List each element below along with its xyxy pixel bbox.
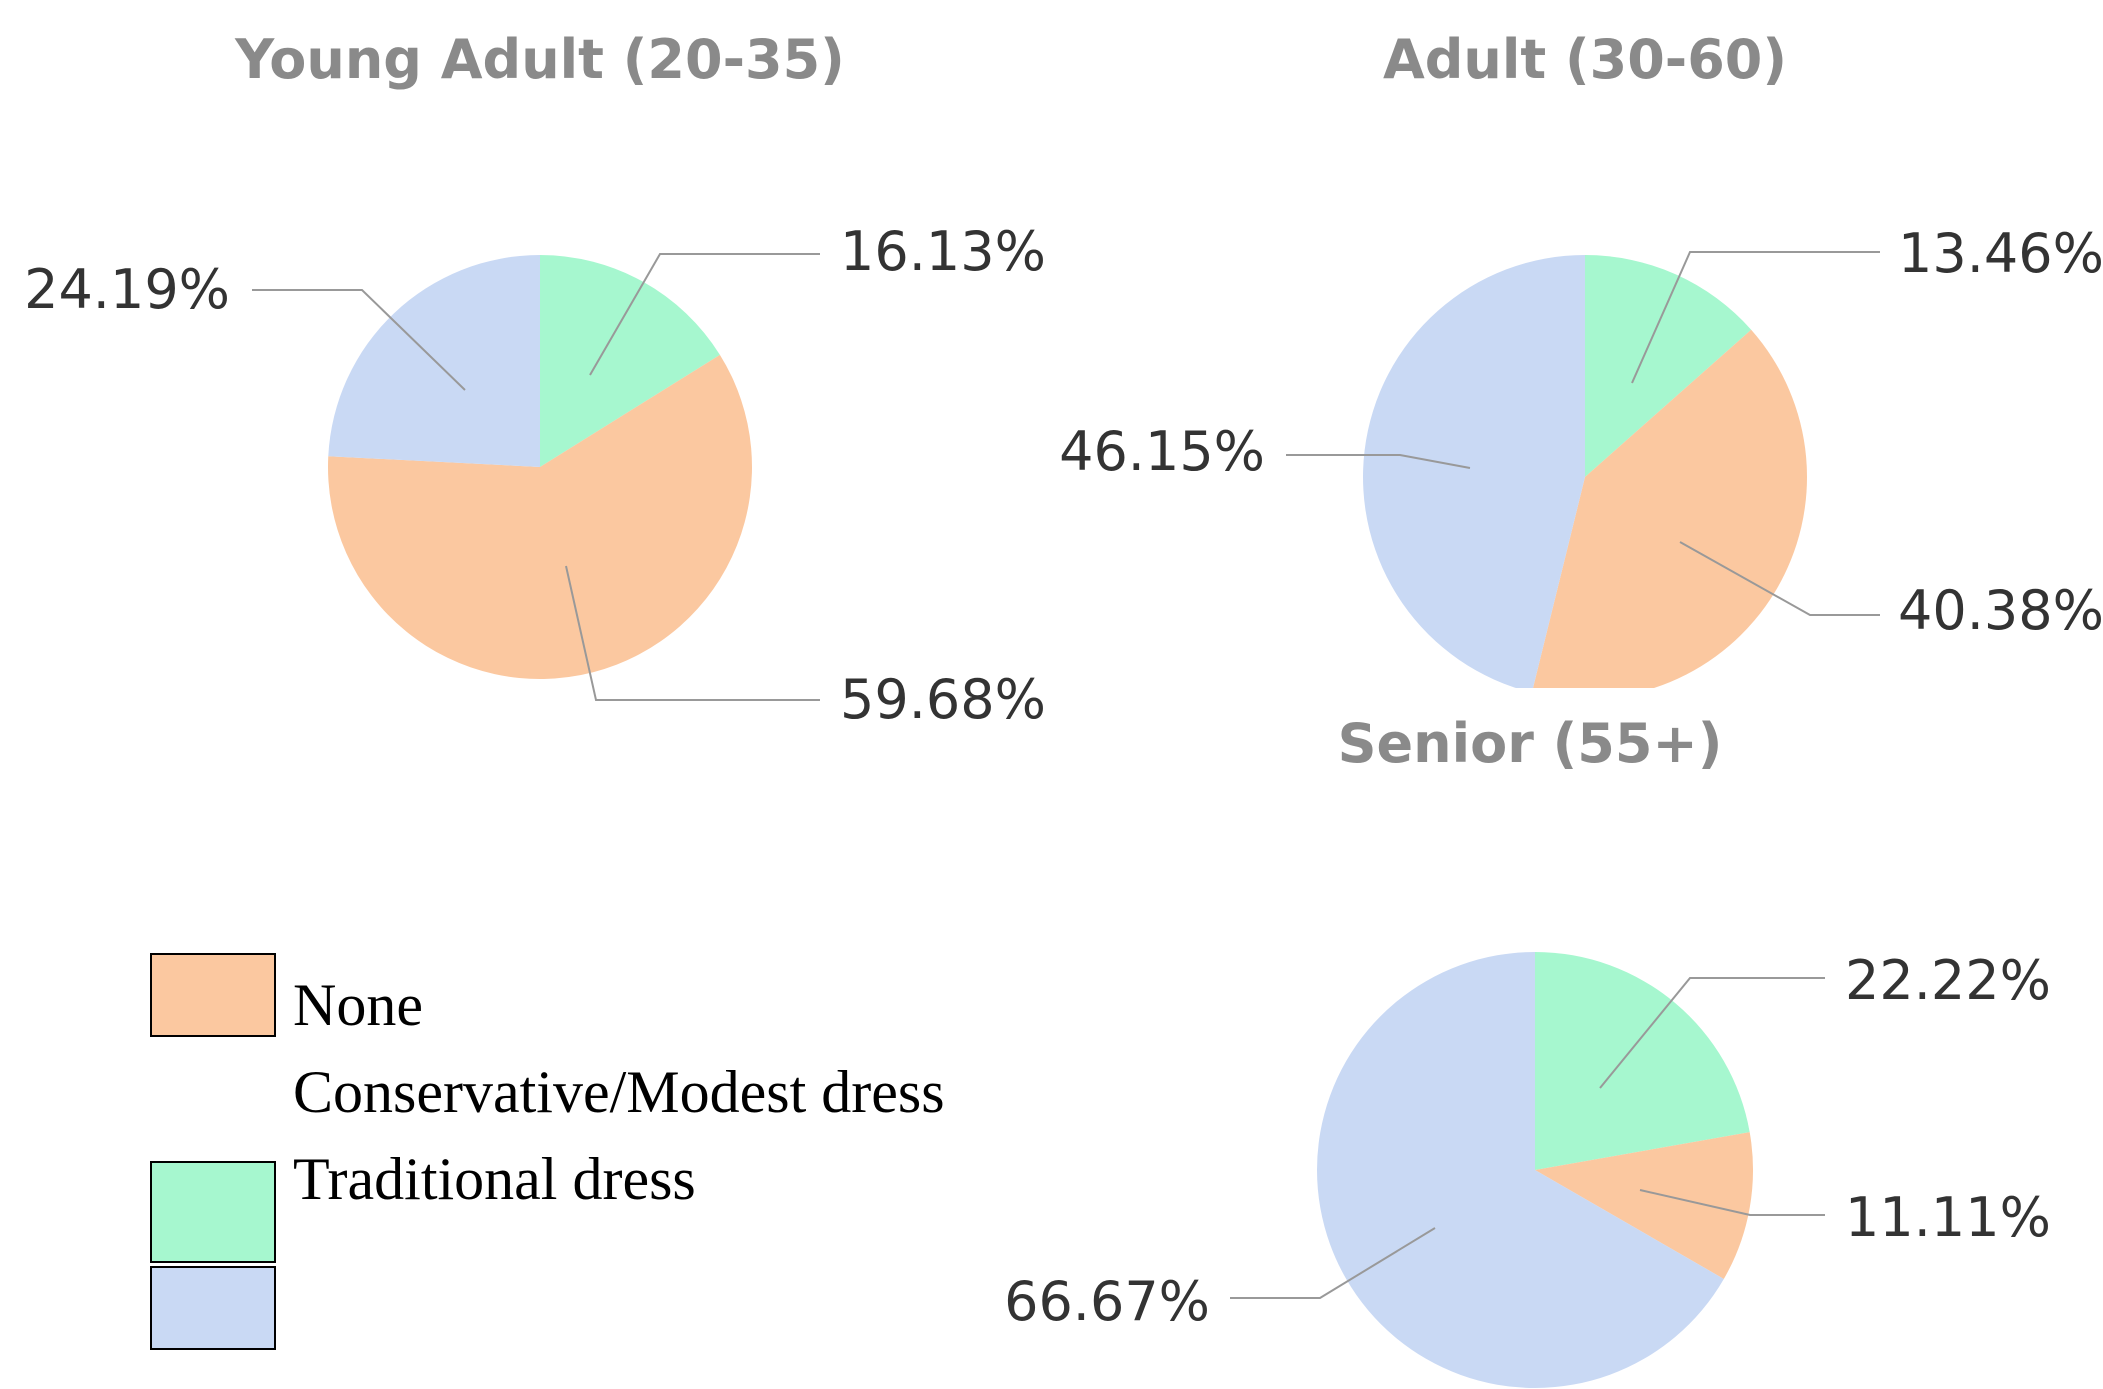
pie-slice-traditional-dress: [540, 255, 720, 467]
slice-percentage-label: 11.11%: [1845, 1186, 2051, 1249]
pie-slice-conservative-modest-dress: [1363, 255, 1585, 688]
leader-line: [252, 289, 466, 391]
legend-swatch-3: [150, 1266, 276, 1350]
pie-chart-1: 16.13% 59.68% 24.19% Young Adult (20-35): [24, 28, 1046, 731]
pie-slice-none: [327, 354, 752, 679]
legend-label-1: None: [293, 972, 423, 1038]
pie-slices: [327, 254, 752, 679]
leader-line: [1639, 1189, 1825, 1216]
slice-percentage-label: 46.15%: [1059, 420, 1265, 483]
pie-slice-traditional-dress: [1585, 255, 1752, 477]
pie-slice-traditional-dress: [1535, 952, 1750, 1170]
leader-line: [565, 565, 820, 701]
pies-layer: 16.13% 59.68% 24.19% Young Adult (20-35) 13.…: [24, 28, 2103, 1388]
slice-percentage-label: 16.13%: [840, 220, 1046, 283]
legend-label-2: Conservative/Modest dress: [293, 1059, 945, 1125]
pie-slice-conservative-modest-dress: [1317, 952, 1724, 1388]
leader-line: [1631, 251, 1880, 384]
slice-percentage-label: 22.22%: [1845, 949, 2051, 1012]
pie-slices: [1317, 952, 1753, 1388]
leader-line: [1679, 541, 1880, 616]
pie-slices: [1363, 255, 1808, 688]
pie-chart-3: 22.22% 11.11% 66.67% Senior (55+): [1004, 712, 2051, 1388]
slice-percentage-label: 66.67%: [1004, 1270, 1210, 1333]
leader-line: [589, 253, 820, 376]
pie-chart-2: 13.46% 40.38% 46.15% Adult (30-60): [1059, 28, 2103, 688]
chart-title: Adult (30-60): [1383, 28, 1787, 91]
legend-swatch-1: [150, 953, 276, 1037]
slice-percentage-label: 59.68%: [840, 668, 1046, 731]
chart-title: Young Adult (20-35): [234, 28, 845, 91]
leader-line: [1599, 977, 1825, 1089]
leader-line: [1286, 454, 1471, 469]
legend-label-3: Traditional dress: [293, 1146, 696, 1212]
slice-percentage-label: 40.38%: [1898, 579, 2103, 642]
slice-percentage-label: 24.19%: [24, 258, 230, 321]
pie-slice-none: [1535, 1132, 1753, 1279]
legend: None Conservative/Modest dress Tradition…: [150, 953, 945, 1350]
legend-swatch-2: [150, 1161, 276, 1263]
chart-title: Senior (55+): [1338, 712, 1723, 775]
slice-percentage-label: 13.46%: [1898, 222, 2103, 285]
pie-slice-none: [1533, 329, 1808, 688]
leader-line: [1230, 1227, 1436, 1299]
